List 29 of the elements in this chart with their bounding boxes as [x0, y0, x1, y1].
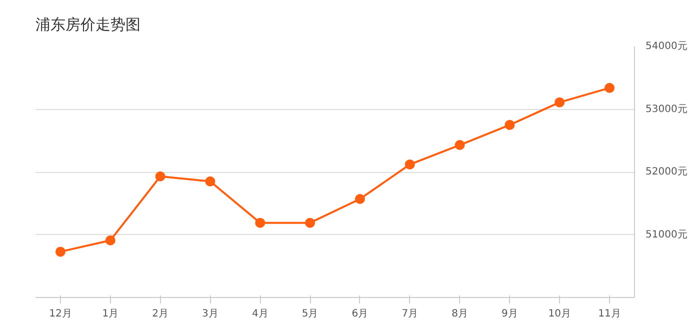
x-tick-label: 9月 — [502, 308, 518, 320]
y-tick-label: 51000元 — [646, 229, 688, 240]
x-tick-label: 12月 — [49, 308, 72, 320]
point — [454, 140, 465, 150]
x-tick-label: 3月 — [202, 308, 218, 320]
x-tick-label: 1月 — [102, 308, 119, 320]
x-tick-label: 5月 — [302, 308, 318, 320]
point — [155, 171, 166, 182]
y-tick-label: 52000元 — [646, 166, 688, 178]
point — [205, 176, 216, 186]
x-tick-label: 6月 — [352, 308, 368, 320]
point — [504, 120, 515, 130]
x-tick-label: 2月 — [152, 308, 168, 320]
point — [55, 246, 66, 257]
point — [404, 159, 415, 170]
point — [105, 235, 116, 246]
y-tick-label: 53000元 — [646, 104, 688, 115]
x-tick-label: 10月 — [548, 308, 571, 320]
x-tick-label: 8月 — [452, 308, 468, 320]
point — [255, 218, 266, 228]
point — [554, 97, 565, 108]
x-tick-label: 4月 — [252, 308, 268, 320]
x-tick-label: 7月 — [402, 308, 418, 320]
x-tick-label: 11月 — [598, 308, 621, 320]
point — [305, 218, 316, 228]
y-tick-label: 54000元 — [646, 41, 688, 52]
point — [604, 82, 615, 93]
chart-title: 浦东房价走势图 — [36, 16, 140, 34]
point — [354, 194, 365, 204]
